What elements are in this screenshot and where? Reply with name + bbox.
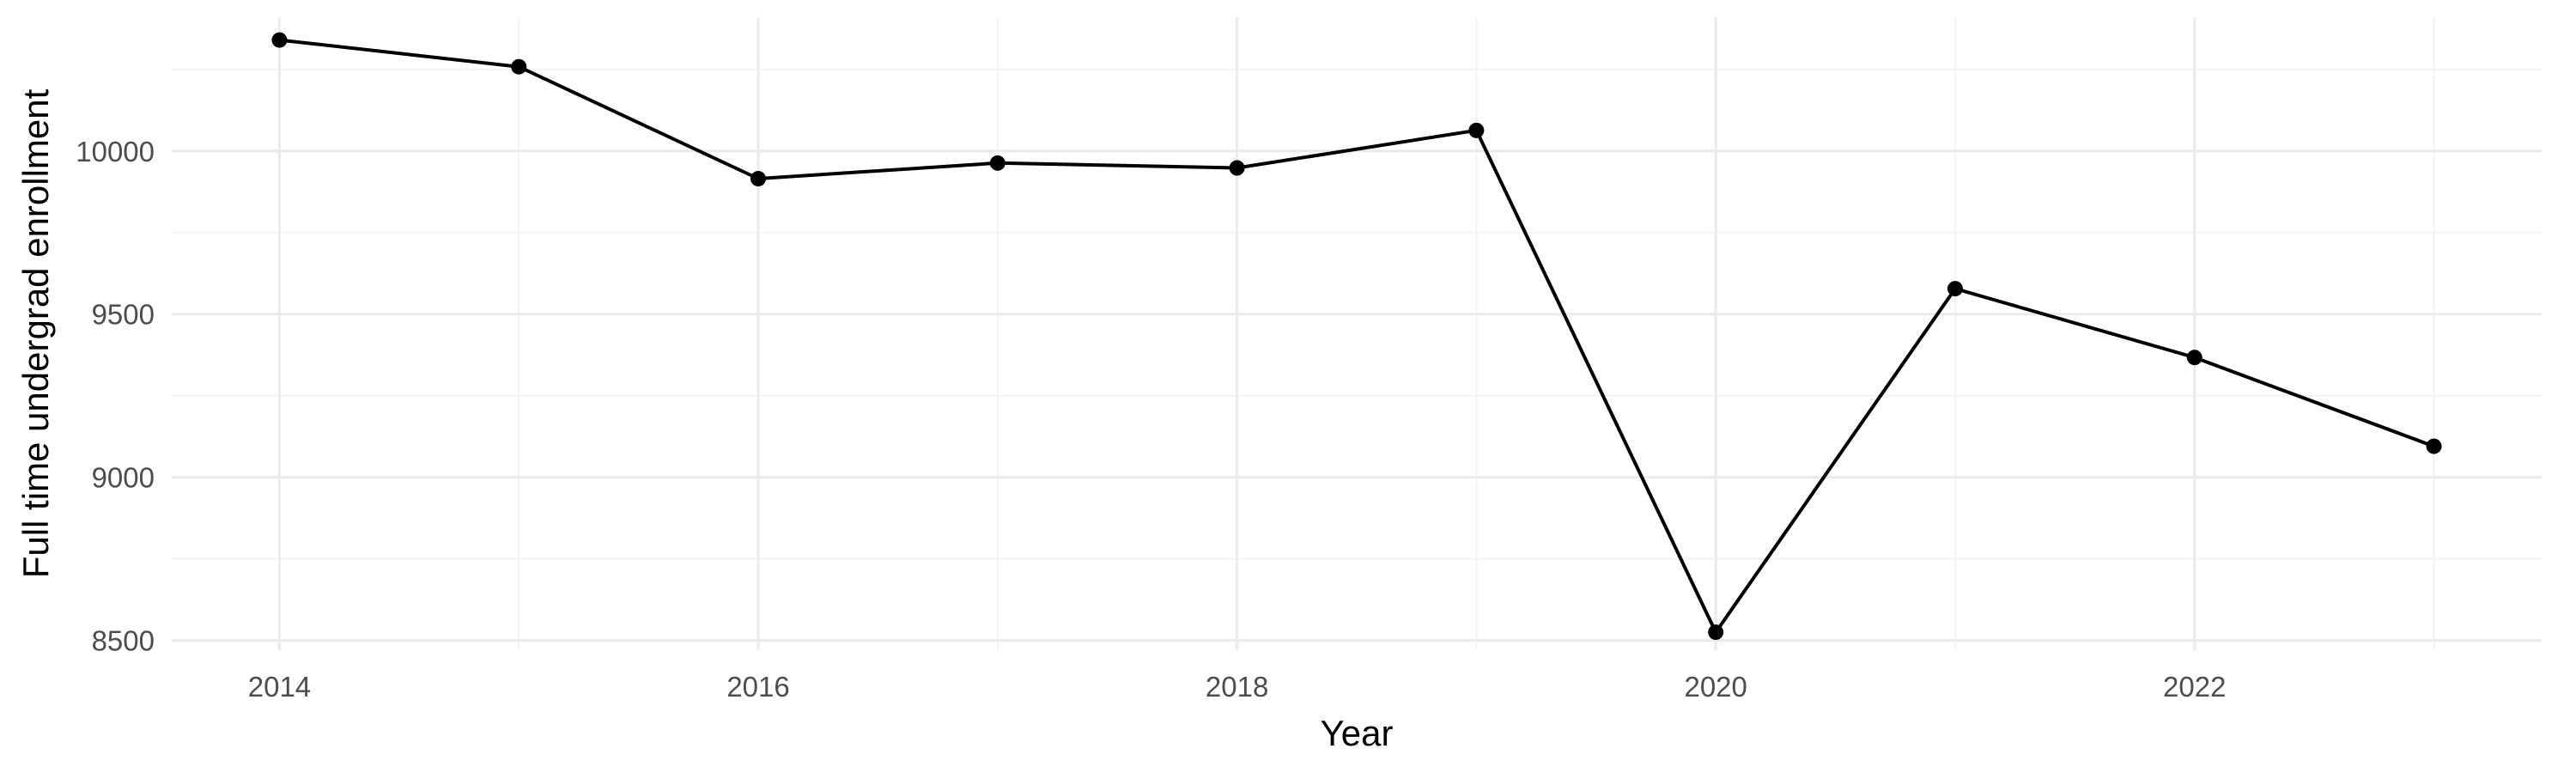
series-layer (271, 32, 2442, 641)
y-tick-label: 10000 (76, 136, 155, 167)
y-tick-label: 9500 (92, 299, 155, 331)
data-point-2020 (1708, 624, 1724, 641)
data-point-2021 (1947, 281, 1963, 297)
data-point-2016 (750, 171, 767, 187)
major-gridlines (172, 17, 2542, 650)
x-axis-title: Year (1321, 713, 1394, 753)
y-axis-title: Full time undergrad enrollment (15, 88, 56, 578)
x-tick-label: 2018 (1206, 671, 1268, 703)
data-point-2019 (1468, 122, 1485, 138)
y-tick-label: 8500 (92, 625, 155, 657)
data-point-2023 (2426, 438, 2442, 454)
x-tick-label: 2014 (248, 671, 311, 703)
data-point-2018 (1229, 160, 1245, 176)
x-axis-tick-labels: 2014 2016 2018 2020 2022 (248, 671, 2227, 703)
data-point-2014 (271, 32, 288, 48)
data-point-2017 (989, 155, 1005, 171)
x-tick-label: 2020 (1684, 671, 1747, 703)
data-point-2022 (2186, 350, 2202, 366)
x-tick-label: 2022 (2163, 671, 2226, 703)
data-point-2015 (511, 58, 527, 75)
x-tick-label: 2016 (726, 671, 789, 703)
series-line (279, 38, 2435, 635)
minor-gridlines (172, 17, 2542, 650)
y-tick-label: 9000 (92, 462, 155, 494)
y-axis-tick-labels: 8500 9000 9500 10000 (76, 136, 155, 657)
